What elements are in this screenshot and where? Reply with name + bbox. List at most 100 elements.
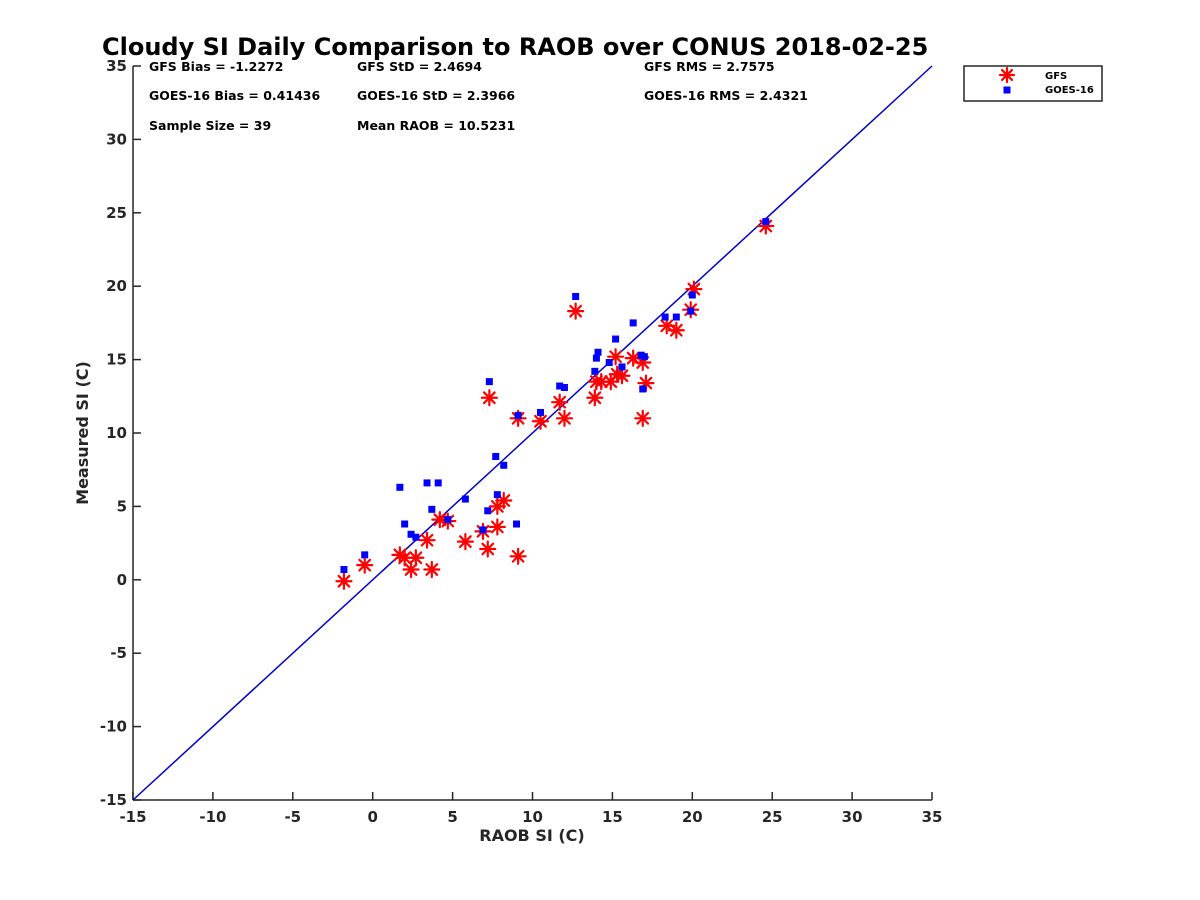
y-tick-label: 10: [106, 424, 127, 442]
goes16-point: [762, 218, 770, 226]
goes16-point: [461, 495, 469, 503]
gfs-point: [356, 556, 374, 574]
stat-goes16-std: GOES-16 StD = 2.3966: [357, 88, 515, 103]
goes16-point: [639, 385, 647, 393]
goes16-point: [688, 291, 696, 299]
goes16-point: [493, 491, 501, 499]
gfs-point: [567, 302, 585, 320]
gfs-point: [407, 549, 425, 567]
gfs-point: [423, 560, 441, 579]
gfs-point: [613, 367, 631, 385]
gfs-point: [592, 373, 610, 391]
x-axis-label: RAOB SI (C): [479, 826, 584, 845]
goes16-point: [560, 383, 568, 391]
goes16-point: [401, 520, 409, 528]
x-tick-label: 10: [522, 808, 543, 826]
y-tick-label: -10: [100, 718, 127, 736]
gfs-point: [479, 540, 497, 558]
y-tick-label: 35: [106, 57, 127, 75]
goes16-point: [661, 313, 669, 321]
statistics-annotations: GFS Bias = -1.2272 GFS StD = 2.4694 GFS …: [149, 59, 808, 133]
x-tick-label: 20: [682, 808, 703, 826]
stat-gfs-std: GFS StD = 2.4694: [357, 59, 482, 74]
goes16-point: [591, 367, 599, 375]
gfs-point: [335, 572, 353, 590]
x-tick-label: 5: [447, 808, 457, 826]
x-tick-label: 15: [602, 808, 623, 826]
gfs-point: [667, 321, 685, 339]
goes16-point: [513, 520, 521, 528]
gfs-point: [634, 409, 652, 427]
goes16-point: [407, 530, 415, 538]
y-axis-label: Measured SI (C): [73, 361, 92, 505]
x-tick-label: 30: [842, 808, 863, 826]
legend-goes16-marker: [1003, 86, 1011, 94]
goes16-point: [605, 359, 613, 367]
goes16-point: [640, 353, 648, 361]
gfs-point: [480, 389, 498, 407]
legend-gfs-symbol: [998, 66, 1016, 84]
goes16-point: [687, 307, 695, 315]
goes16-point: [492, 452, 500, 460]
goes16-point: [536, 408, 544, 416]
gfs-point: [456, 533, 474, 551]
legend-label-gfs: GFS: [1045, 71, 1067, 82]
y-tick-label: -15: [100, 791, 127, 809]
x-tick-label: 35: [922, 808, 943, 826]
goes16-point: [612, 335, 620, 343]
goes16-point: [594, 348, 602, 356]
gfs-point: [531, 412, 550, 430]
gfs-point: [606, 348, 625, 366]
goes16-point: [423, 479, 431, 487]
goes16-point: [361, 551, 369, 559]
one-to-one-reference-line: [132, 65, 933, 801]
goes16-point: [629, 319, 637, 327]
legend-gfs-marker: [998, 66, 1016, 84]
y-axis-ticks: -15 -10 -5 0 5 10 15 20 25 30 35: [100, 57, 141, 809]
goes16-point: [434, 479, 442, 487]
legend-label-goes16: GOES-16: [1045, 85, 1094, 96]
goes16-point: [396, 483, 404, 491]
goes16-point: [500, 461, 508, 469]
goes16-point: [484, 507, 492, 515]
stat-sample-size: Sample Size = 39: [149, 118, 271, 133]
goes16-point: [444, 516, 452, 524]
y-tick-label: 0: [117, 571, 127, 589]
x-tick-label: 25: [762, 808, 783, 826]
goes16-point: [340, 566, 348, 574]
gfs-point: [586, 389, 604, 407]
series-goes16: [340, 218, 770, 574]
goes16-point: [412, 533, 420, 541]
goes16-point: [514, 411, 522, 419]
series-gfs: [335, 217, 775, 590]
gfs-point: [418, 531, 436, 549]
goes16-point: [572, 292, 580, 300]
goes16-point: [479, 526, 487, 534]
y-tick-label: 15: [106, 351, 127, 369]
plot-area: -15 -10 -5 0 5 10 15 20 25 30 35 -15 -10 -5 0 5 10 15 20 2…: [100, 57, 943, 826]
stat-goes16-bias: GOES-16 Bias = 0.41436: [149, 88, 320, 103]
stat-goes16-rms: GOES-16 RMS = 2.4321: [644, 88, 808, 103]
x-tick-label: -10: [199, 808, 226, 826]
x-axis-ticks: -15 -10 -5 0 5 10 15 20 25 30 35: [119, 792, 942, 826]
legend-goes16-symbol: [1003, 86, 1011, 94]
goes16-point: [672, 313, 680, 321]
legend-box: [963, 65, 1103, 102]
gfs-point: [555, 409, 574, 427]
chart-title: Cloudy SI Daily Comparison to RAOB over …: [102, 33, 928, 61]
stat-gfs-bias: GFS Bias = -1.2272: [149, 59, 283, 74]
y-tick-label: 20: [106, 277, 127, 295]
x-tick-label: 0: [367, 808, 377, 826]
x-tick-label: -15: [119, 808, 146, 826]
stat-mean-raob: Mean RAOB = 10.5231: [357, 118, 515, 133]
stat-gfs-rms: GFS RMS = 2.7575: [644, 59, 775, 74]
gfs-point: [551, 393, 569, 411]
y-tick-label: -5: [110, 644, 127, 662]
y-tick-label: 25: [106, 204, 127, 222]
goes16-point: [592, 354, 600, 362]
goes16-point: [556, 382, 564, 390]
gfs-point: [402, 560, 420, 579]
goes16-point: [485, 378, 493, 386]
y-tick-label: 5: [117, 497, 127, 515]
